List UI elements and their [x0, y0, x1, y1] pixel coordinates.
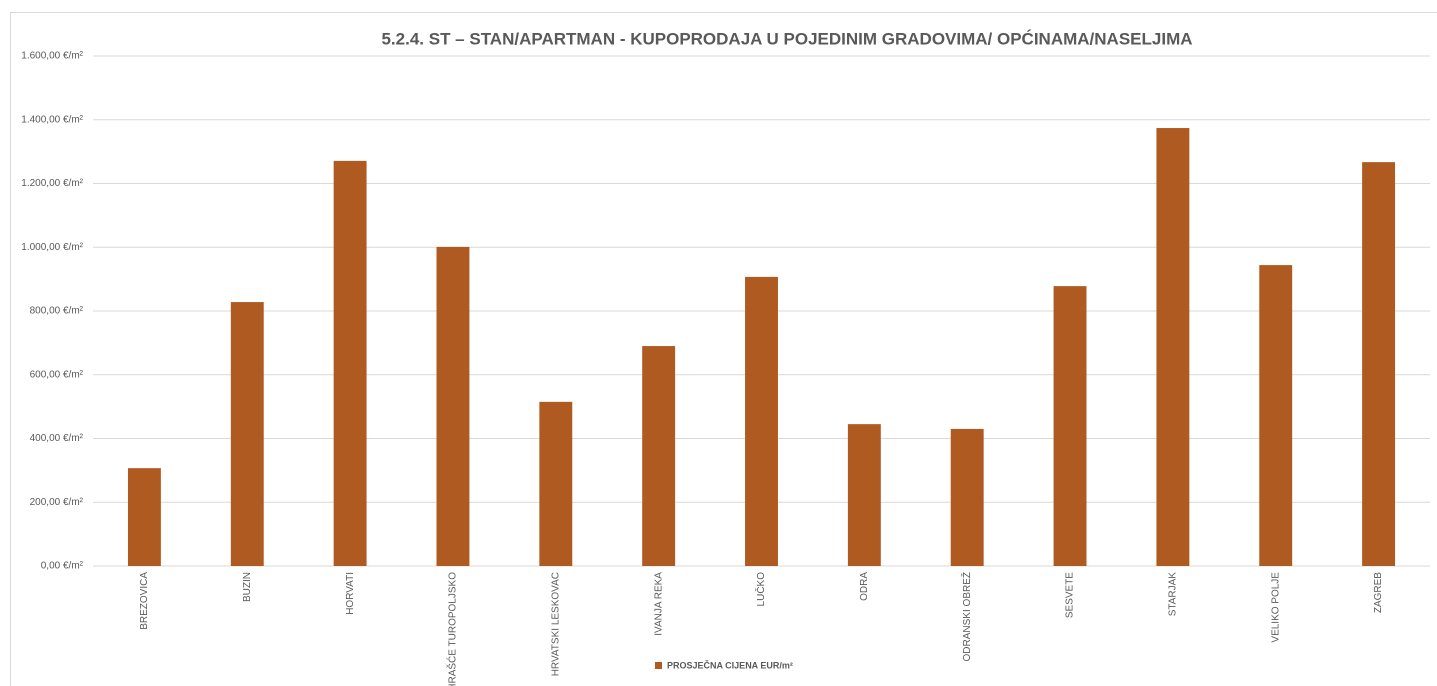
- x-tick-label: IVANJA REKA: [653, 572, 664, 636]
- bar: [436, 246, 470, 566]
- bar: [333, 160, 367, 566]
- y-tick-label: 1.000,00 €/m²: [21, 242, 83, 253]
- bar: [1053, 286, 1087, 566]
- x-tick-label: VELIKO POLJE: [1270, 572, 1281, 643]
- y-tick-label: 1.400,00 €/m²: [21, 114, 83, 125]
- bar: [539, 401, 573, 566]
- y-tick-label: 600,00 €/m²: [30, 369, 84, 380]
- y-tick-label: 200,00 €/m²: [30, 497, 84, 508]
- bar: [127, 468, 161, 566]
- y-tick-label: 1.200,00 €/m²: [21, 178, 83, 189]
- x-tick-label: SESVETE: [1065, 572, 1076, 618]
- chart-frame: [10, 12, 1437, 686]
- chart-title: 5.2.4. ST – STAN/APARTMAN - KUPOPRODAJA …: [381, 29, 1192, 48]
- x-tick-label: HRVATSKI LESKOVAC: [550, 572, 561, 676]
- x-tick-label: ODRA: [859, 572, 870, 601]
- x-tick-label: ODRANSKI OBREŽ: [960, 572, 973, 661]
- x-tick-label: ZAGREB: [1373, 572, 1384, 613]
- y-tick-label: 800,00 €/m²: [30, 306, 84, 317]
- y-tick-label: 400,00 €/m²: [30, 433, 84, 444]
- bar: [230, 302, 264, 566]
- y-tick-label: 1.600,00 €/m²: [21, 51, 83, 62]
- bar: [642, 346, 676, 566]
- x-tick-label: BUZIN: [242, 572, 253, 602]
- bar: [950, 428, 984, 566]
- bar: [1362, 162, 1396, 567]
- x-tick-label: LUČKO: [754, 572, 767, 607]
- x-tick-label: STARJAK: [1168, 572, 1179, 617]
- y-tick-label: 0,00 €/m²: [41, 561, 84, 572]
- legend-label: PROSJEČNA CIJENA EUR/m²: [667, 659, 793, 670]
- x-tick-label: HRAŠĆE TUROPOLJSKO: [446, 572, 459, 686]
- bar: [1156, 128, 1190, 566]
- x-tick-label: HORVATI: [345, 572, 356, 615]
- legend-swatch: [655, 662, 662, 669]
- bar: [745, 276, 778, 566]
- bar: [847, 424, 881, 566]
- x-tick-label: BREZOVICA: [139, 572, 150, 630]
- bar: [1259, 265, 1293, 566]
